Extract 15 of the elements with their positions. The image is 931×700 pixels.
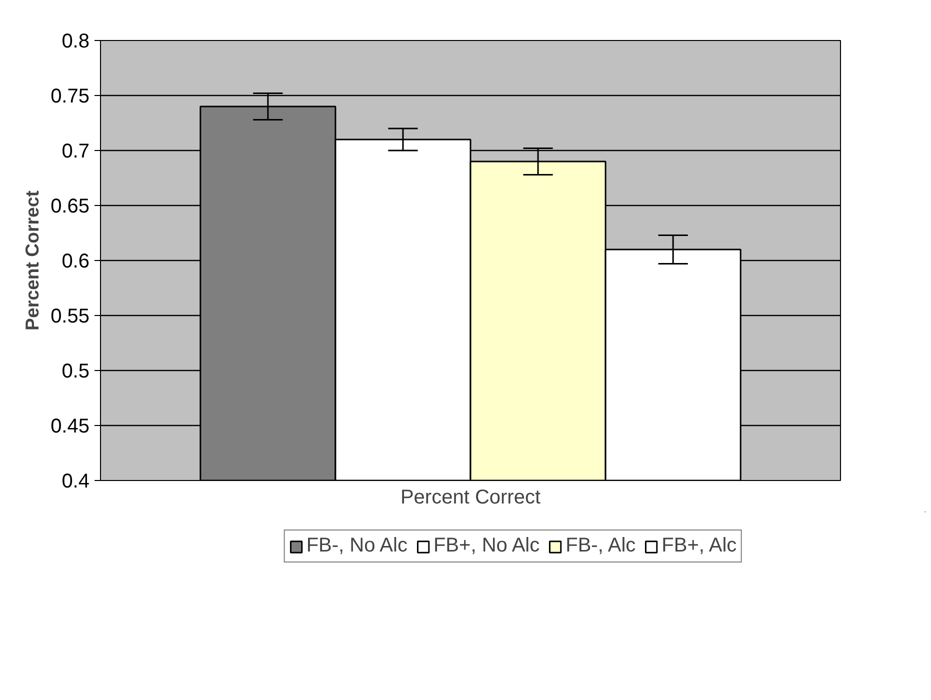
legend-label: FB+, No Alc [433,534,540,558]
y-tick-label: 0.45 [50,416,90,438]
legend-label: FB-, Alc [566,534,636,558]
y-tick-label: 0.55 [50,306,90,328]
x-axis-title: Percent Correct [400,486,541,508]
y-tick-label: 0.75 [50,86,90,108]
y-tick-label: 0.7 [62,140,90,162]
legend-label: FB-, No Alc [306,534,408,558]
y-tick-label: 0.8 [62,30,90,52]
legend-label: FB+, Alc [662,534,737,558]
y-tick-label: 0.5 [62,360,90,382]
y-tick-label: 0.6 [62,250,90,272]
y-tick-label: 0.65 [50,196,90,218]
y-axis-title: Percent Correct [22,190,43,330]
y-tick-label: 0.4 [62,470,90,492]
